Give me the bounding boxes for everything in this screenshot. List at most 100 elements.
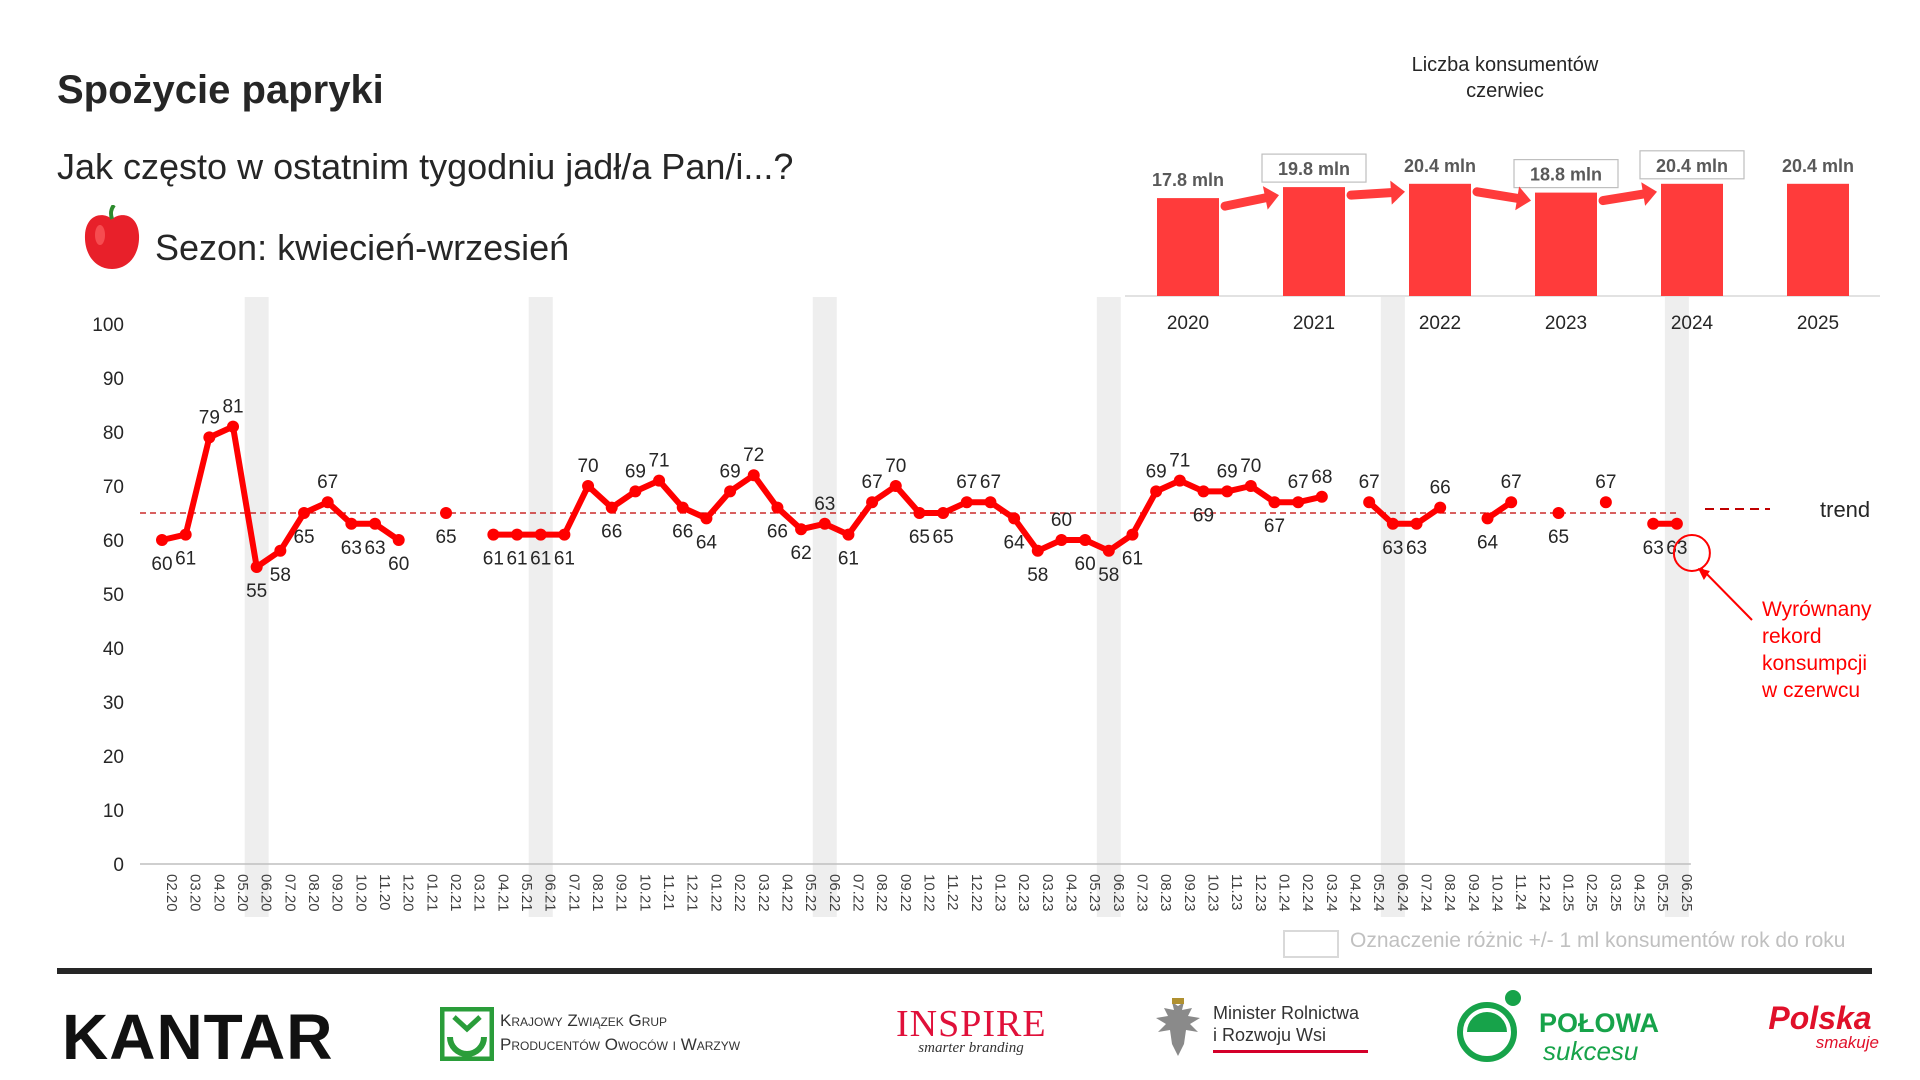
polska-smakuje-logo: Polska smakuje bbox=[1755, 1000, 1885, 1053]
data-point bbox=[889, 480, 902, 492]
data-point bbox=[511, 528, 524, 541]
data-label: 55 bbox=[246, 581, 267, 602]
change-arrowhead bbox=[1515, 186, 1531, 211]
data-point bbox=[1150, 485, 1163, 498]
bar-category-label: 2024 bbox=[1671, 313, 1714, 334]
kzgpowiw-emblem-icon bbox=[440, 1007, 494, 1061]
x-tick-label: 01.23 bbox=[991, 874, 1008, 912]
bar-category-label: 2022 bbox=[1419, 313, 1461, 334]
data-point bbox=[1173, 474, 1186, 487]
x-tick-label: 10.24 bbox=[1489, 874, 1506, 912]
data-point bbox=[1315, 490, 1328, 503]
annotation-text: w czerwcu bbox=[1761, 679, 1860, 702]
x-tick-label: 04.20 bbox=[210, 874, 227, 912]
data-label: 67 bbox=[1359, 472, 1380, 493]
data-label: 61 bbox=[483, 549, 504, 570]
bar-value-box bbox=[1513, 159, 1619, 189]
data-label: 69 bbox=[720, 461, 741, 482]
data-label: 65 bbox=[435, 527, 456, 548]
bar-value-box bbox=[1261, 153, 1367, 183]
data-label: 63 bbox=[1643, 538, 1664, 559]
x-tick-label: 12.24 bbox=[1536, 874, 1553, 912]
x-tick-label: 02.25 bbox=[1583, 874, 1600, 912]
data-point bbox=[440, 507, 453, 519]
data-label: 64 bbox=[696, 532, 718, 553]
data-label: 61 bbox=[506, 549, 527, 570]
bar-value-label: 17.8 mln bbox=[1152, 170, 1224, 190]
highlight-band bbox=[1096, 297, 1121, 917]
x-tick-label: 06.21 bbox=[542, 874, 559, 912]
data-point bbox=[771, 501, 784, 514]
data-label: 62 bbox=[791, 543, 812, 564]
highlight-band bbox=[244, 297, 269, 917]
x-tick-label: 09.20 bbox=[329, 874, 346, 912]
data-point bbox=[1647, 517, 1660, 530]
y-tick-label: 20 bbox=[103, 747, 124, 768]
y-tick-label: 60 bbox=[103, 531, 124, 552]
y-tick-label: 10 bbox=[103, 801, 124, 822]
x-tick-label: 08.24 bbox=[1441, 874, 1458, 912]
ministry-line: Minister Rolnictwa bbox=[1213, 1003, 1360, 1023]
x-tick-label: 07.23 bbox=[1133, 874, 1150, 912]
data-label: 67 bbox=[1501, 472, 1522, 493]
x-tick-label: 08.22 bbox=[873, 874, 890, 912]
data-label: 63 bbox=[1666, 538, 1687, 559]
bar-value-label: 19.8 mln bbox=[1278, 159, 1350, 179]
data-label: 63 bbox=[341, 538, 362, 559]
x-tick-label: 09.22 bbox=[897, 874, 914, 912]
data-label: 60 bbox=[1051, 510, 1072, 531]
x-tick-label: 04.23 bbox=[1062, 874, 1079, 912]
kzgpowiw-line: Producentów Owoców i Warzyw bbox=[500, 1035, 741, 1054]
x-tick-label: 07.20 bbox=[281, 874, 298, 912]
data-label: 71 bbox=[648, 451, 669, 472]
highlight-band bbox=[1380, 297, 1405, 917]
data-point bbox=[866, 496, 879, 509]
consumer-bar bbox=[1283, 187, 1345, 296]
x-tick-label: 06.22 bbox=[826, 874, 843, 912]
footer-divider bbox=[57, 968, 1872, 974]
y-tick-label: 40 bbox=[103, 639, 124, 660]
x-tick-label: 12.23 bbox=[1252, 874, 1269, 912]
series-line-segment bbox=[1366, 499, 1444, 527]
x-tick-label: 02.23 bbox=[1015, 874, 1032, 912]
x-tick-label: 05.22 bbox=[802, 874, 819, 912]
data-point bbox=[629, 485, 642, 498]
x-tick-label: 08.20 bbox=[305, 874, 322, 912]
inspire-logo: INSPIRE smarter branding bbox=[896, 1002, 1046, 1057]
x-tick-label: 05.21 bbox=[518, 874, 535, 912]
data-label: 61 bbox=[530, 549, 551, 570]
inspire-tagline: smarter branding bbox=[918, 1040, 1024, 1056]
data-point bbox=[937, 507, 950, 519]
data-label: 60 bbox=[388, 554, 409, 575]
x-tick-label: 09.23 bbox=[1181, 874, 1198, 912]
data-point bbox=[1599, 496, 1612, 509]
x-tick-label: 06.25 bbox=[1678, 874, 1695, 912]
data-point bbox=[369, 517, 382, 530]
data-label: 58 bbox=[1098, 565, 1119, 586]
season-label: Sezon: kwiecień-wrzesień bbox=[155, 227, 570, 268]
data-point bbox=[1055, 534, 1068, 546]
data-label: 69 bbox=[1193, 505, 1214, 526]
data-label: 70 bbox=[1240, 456, 1261, 477]
x-tick-label: 05.20 bbox=[234, 874, 251, 912]
data-point bbox=[842, 528, 855, 541]
bar-category-label: 2025 bbox=[1797, 313, 1839, 334]
consumer-bar bbox=[1661, 183, 1723, 296]
data-label: 67 bbox=[1288, 472, 1309, 493]
x-tick-label: 11.24 bbox=[1512, 874, 1529, 910]
data-point bbox=[392, 534, 405, 546]
bar-category-label: 2020 bbox=[1167, 313, 1209, 334]
highlight-band bbox=[812, 297, 837, 917]
annotation-text: Wyrównany bbox=[1762, 598, 1872, 621]
data-label: 63 bbox=[1406, 538, 1427, 559]
x-tick-label: 12.22 bbox=[968, 874, 985, 912]
data-point bbox=[1410, 517, 1423, 530]
data-label: 69 bbox=[1217, 461, 1238, 482]
trend-legend-label: trend bbox=[1820, 497, 1870, 522]
x-tick-label: 06.20 bbox=[258, 874, 275, 912]
x-tick-label: 08.23 bbox=[1157, 874, 1174, 912]
x-tick-label: 12.20 bbox=[400, 874, 417, 912]
bar-chart-title: Liczba konsumentów czerwiec bbox=[1300, 52, 1710, 104]
data-point bbox=[984, 496, 997, 509]
